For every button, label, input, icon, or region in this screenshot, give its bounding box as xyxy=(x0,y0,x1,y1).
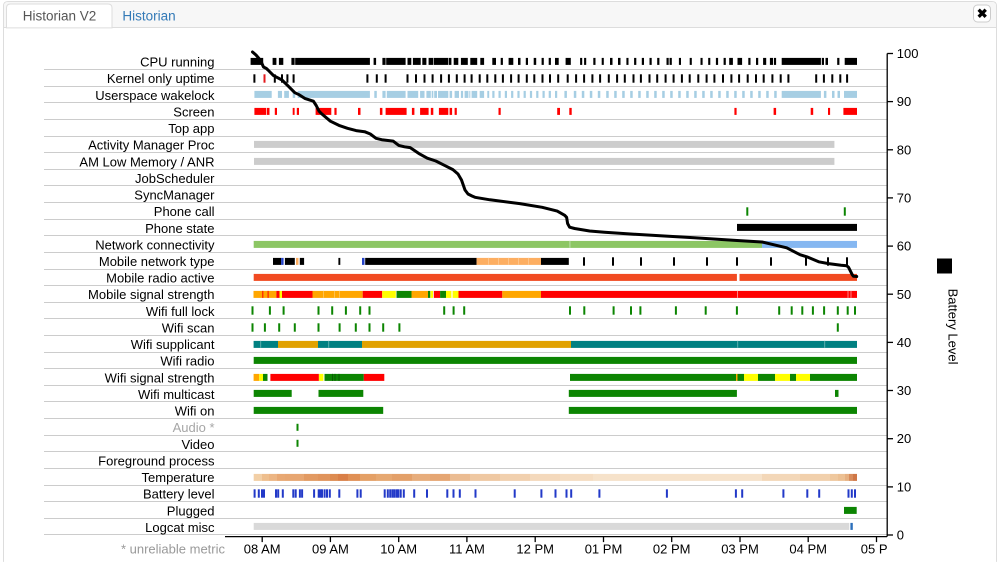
svg-text:Phone call: Phone call xyxy=(154,204,215,219)
svg-text:JobScheduler: JobScheduler xyxy=(135,171,215,186)
svg-text:70: 70 xyxy=(897,190,911,205)
svg-text:Battery level: Battery level xyxy=(143,487,215,502)
svg-text:01 PM: 01 PM xyxy=(585,542,623,557)
svg-text:40: 40 xyxy=(897,335,911,350)
svg-text:0: 0 xyxy=(897,528,904,543)
svg-text:Userspace wakelock: Userspace wakelock xyxy=(95,88,215,103)
svg-text:50: 50 xyxy=(897,287,911,302)
svg-text:Temperature: Temperature xyxy=(142,470,215,485)
svg-text:Audio *: Audio * xyxy=(173,420,215,435)
svg-text:✖: ✖ xyxy=(977,6,988,21)
svg-text:Screen: Screen xyxy=(173,105,214,120)
svg-text:Wifi full lock: Wifi full lock xyxy=(146,304,215,319)
svg-text:Network connectivity: Network connectivity xyxy=(95,237,215,252)
svg-text:Historian: Historian xyxy=(122,9,175,24)
svg-text:09 AM: 09 AM xyxy=(312,542,349,557)
svg-text:05 P: 05 P xyxy=(861,542,888,557)
svg-text:SyncManager: SyncManager xyxy=(134,188,215,203)
svg-text:Wifi multicast: Wifi multicast xyxy=(138,387,215,402)
svg-text:* unreliable metric: * unreliable metric xyxy=(121,542,226,557)
svg-text:03 PM: 03 PM xyxy=(721,542,759,557)
svg-text:Wifi scan: Wifi scan xyxy=(162,321,215,336)
svg-text:30: 30 xyxy=(897,383,911,398)
svg-text:20: 20 xyxy=(897,431,911,446)
svg-text:11 AM: 11 AM xyxy=(449,542,485,557)
svg-text:Mobile radio active: Mobile radio active xyxy=(106,271,214,286)
svg-text:Logcat misc: Logcat misc xyxy=(145,520,215,535)
svg-text:Wifi signal strength: Wifi signal strength xyxy=(105,370,215,385)
svg-text:Wifi supplicant: Wifi supplicant xyxy=(131,337,215,352)
svg-text:CPU running: CPU running xyxy=(140,55,214,70)
svg-text:Phone state: Phone state xyxy=(145,221,214,236)
svg-text:Activity Manager Proc: Activity Manager Proc xyxy=(88,138,215,153)
svg-text:Wifi on: Wifi on xyxy=(175,404,215,419)
svg-text:Mobile network type: Mobile network type xyxy=(99,254,215,269)
svg-text:Plugged: Plugged xyxy=(167,503,215,518)
svg-text:100: 100 xyxy=(897,46,919,61)
svg-text:60: 60 xyxy=(897,239,911,254)
svg-text:80: 80 xyxy=(897,142,911,157)
svg-text:10 AM: 10 AM xyxy=(380,542,417,557)
svg-text:Foreground process: Foreground process xyxy=(98,453,215,468)
svg-text:Historian V2: Historian V2 xyxy=(23,9,97,24)
svg-text:12 PM: 12 PM xyxy=(516,542,554,557)
svg-text:Kernel only uptime: Kernel only uptime xyxy=(107,71,215,86)
svg-text:Wifi radio: Wifi radio xyxy=(160,354,214,369)
svg-text:10: 10 xyxy=(897,479,911,494)
svg-text:02 PM: 02 PM xyxy=(653,542,691,557)
svg-text:AM Low Memory / ANR: AM Low Memory / ANR xyxy=(79,154,214,169)
svg-text:08 AM: 08 AM xyxy=(244,542,281,557)
svg-text:Video: Video xyxy=(181,437,214,452)
svg-text:Battery Level: Battery Level xyxy=(946,289,961,365)
svg-text:90: 90 xyxy=(897,94,911,109)
svg-text:Top app: Top app xyxy=(168,121,214,136)
svg-text:04 PM: 04 PM xyxy=(789,542,827,557)
svg-text:Mobile signal strength: Mobile signal strength xyxy=(88,287,214,302)
